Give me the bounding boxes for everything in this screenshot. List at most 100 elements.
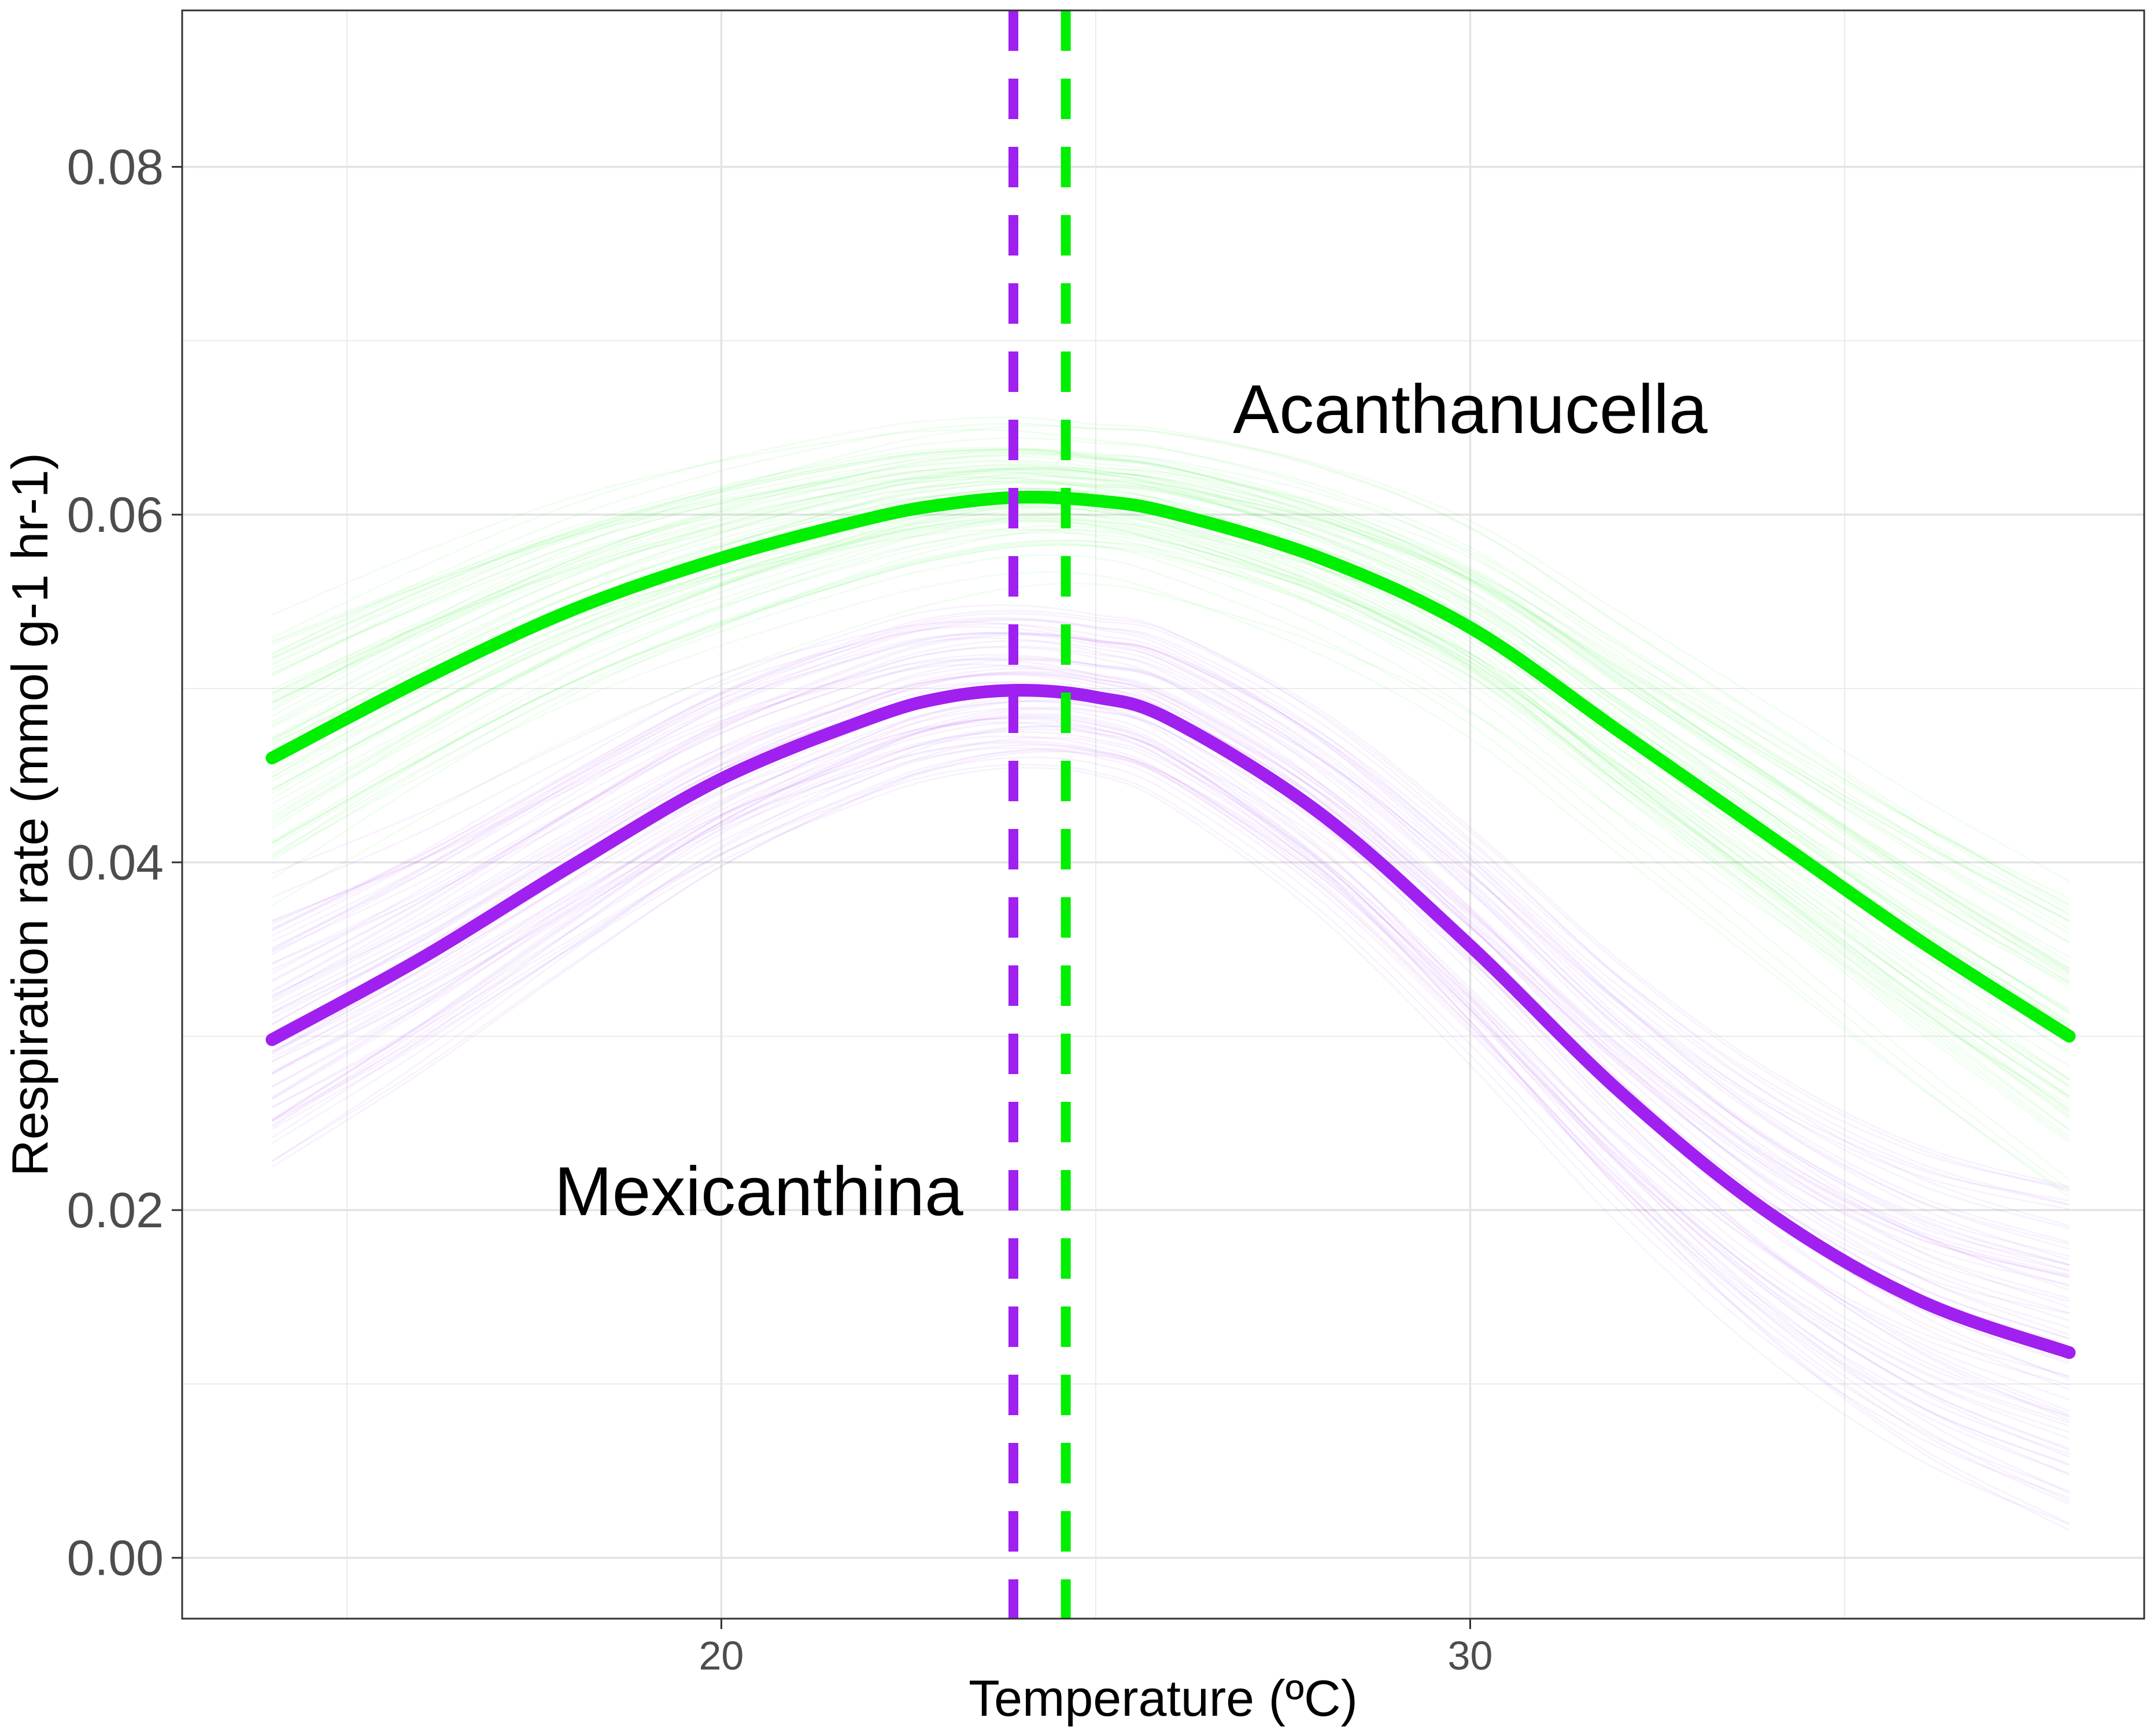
ensemble-line bbox=[271, 487, 2070, 1028]
ensemble-line bbox=[271, 713, 2070, 1502]
ensemble-line bbox=[271, 717, 2070, 1417]
ensemble-line bbox=[271, 472, 2070, 1014]
y-tick-label: 0.00 bbox=[67, 1531, 164, 1586]
ensemble-line bbox=[271, 467, 2070, 969]
ensemble-line bbox=[271, 604, 2070, 1227]
ensemble-line bbox=[271, 673, 2070, 1314]
y-tick-label: 0.08 bbox=[67, 140, 164, 195]
ensemble-line bbox=[271, 517, 2070, 985]
ensemble-line bbox=[271, 508, 2070, 1113]
ensemble-line bbox=[271, 681, 2070, 1276]
y-tick-label: 0.06 bbox=[67, 487, 164, 543]
ensemble-line bbox=[271, 693, 2070, 1401]
ensemble-line bbox=[271, 482, 2070, 1089]
ensemble-line bbox=[271, 455, 2070, 974]
ensemble-line bbox=[271, 721, 2070, 1440]
ensemble-line bbox=[271, 448, 2070, 980]
ensemble-line bbox=[271, 474, 2070, 934]
ensemble-line bbox=[271, 744, 2070, 1434]
ensemble-line bbox=[271, 658, 2070, 1202]
ensemble-line bbox=[271, 747, 2070, 1427]
ensemble-line bbox=[271, 506, 2070, 1141]
ensemble-line bbox=[271, 528, 2070, 1109]
ensemble-line bbox=[271, 764, 2070, 1499]
ensemble-line bbox=[271, 511, 2070, 1143]
ensemble-line bbox=[271, 416, 2070, 910]
ensemble-line bbox=[271, 446, 2070, 989]
ensemble-line bbox=[271, 634, 2070, 1230]
ensemble-line bbox=[271, 658, 2070, 1329]
ensemble-line bbox=[271, 525, 2070, 1115]
ensemble-line bbox=[271, 521, 2070, 1180]
ensemble-line bbox=[271, 645, 2070, 1265]
ensemble-line bbox=[271, 656, 2070, 1211]
ensemble-line bbox=[271, 699, 2070, 1494]
ensemble-line bbox=[271, 470, 2070, 983]
ensemble-line bbox=[271, 706, 2070, 1378]
ensemble-line bbox=[271, 468, 2070, 922]
ensemble-line bbox=[271, 617, 2070, 1206]
ensemble-line bbox=[271, 736, 2070, 1450]
ensemble-line bbox=[271, 528, 2070, 1044]
ensemble-line bbox=[271, 658, 2070, 1266]
series-line-acanthanucella bbox=[265, 490, 2076, 1043]
ensemble-line bbox=[271, 459, 2070, 963]
y-axis: 0.00 0.02 0.04 0.06 0.08 bbox=[67, 140, 182, 1586]
ensemble-line bbox=[271, 539, 2070, 1098]
ensemble-line bbox=[271, 468, 2070, 923]
ensemble-line bbox=[271, 531, 2070, 1067]
ensemble-line bbox=[271, 740, 2070, 1475]
ensemble-line bbox=[271, 482, 2070, 958]
ensemble-line bbox=[271, 673, 2070, 1412]
ensemble-line bbox=[271, 707, 2070, 1459]
ensemble-line bbox=[271, 476, 2070, 1012]
ensemble-line bbox=[271, 503, 2070, 1117]
ensemble-line bbox=[271, 571, 2070, 1195]
ensemble-line bbox=[271, 448, 2070, 969]
x-tick-label: 20 bbox=[699, 1633, 744, 1678]
plot-panel-border bbox=[181, 9, 2145, 1620]
ensemble-line bbox=[271, 513, 2070, 1138]
ensemble-line bbox=[271, 715, 2070, 1531]
series-line-mexicanthina bbox=[265, 684, 2076, 1359]
ensemble-line bbox=[271, 449, 2070, 972]
ensemble-line bbox=[271, 731, 2070, 1386]
ensemble-line bbox=[271, 450, 2070, 944]
ensemble-line bbox=[271, 452, 2070, 1032]
plot-panel-background bbox=[182, 10, 2144, 1619]
y-axis-title: Respiration rate (mmol g-1 hr-1) bbox=[1, 453, 58, 1176]
ensemble-line bbox=[271, 665, 2070, 1300]
ensemble-line bbox=[271, 749, 2070, 1378]
ensemble-line bbox=[271, 480, 2070, 921]
annotation-acanthanucella: Acanthanucella bbox=[1233, 371, 1708, 448]
x-tick-label: 30 bbox=[1448, 1633, 1493, 1678]
ensemble-line bbox=[271, 742, 2070, 1455]
ensemble-line bbox=[271, 467, 2070, 1081]
ensemble-line bbox=[271, 505, 2070, 1119]
ensemble-line bbox=[271, 612, 2070, 1191]
ensemble-line bbox=[271, 515, 2070, 1080]
ensemble-line bbox=[271, 464, 2070, 1015]
ensemble-line bbox=[271, 640, 2070, 1308]
ensemble-line bbox=[271, 479, 2070, 900]
ensemble-line bbox=[271, 632, 2070, 1246]
ensemble-line bbox=[271, 519, 2070, 1098]
ensemble-line bbox=[271, 654, 2070, 1257]
ensemble-line bbox=[271, 671, 2070, 1279]
ensemble-line bbox=[271, 540, 2070, 1027]
minor-gridlines bbox=[182, 10, 2144, 1619]
ensemble-line bbox=[271, 468, 2070, 978]
ensemble-line bbox=[271, 668, 2070, 1322]
ensemble-line bbox=[271, 554, 2070, 1198]
x-axis-title: Temperature (ºC) bbox=[969, 1670, 1358, 1727]
y-tick-label: 0.02 bbox=[67, 1183, 164, 1238]
ensemble-line bbox=[271, 625, 2070, 1287]
ensemble-line bbox=[271, 726, 2070, 1505]
ensemble-line bbox=[271, 429, 2070, 943]
ensemble-line bbox=[271, 701, 2070, 1277]
ensemble-line bbox=[271, 663, 2070, 1272]
ensemble-line bbox=[271, 631, 2070, 1206]
series-lines bbox=[265, 490, 2076, 1359]
ensemble-line bbox=[271, 448, 2070, 907]
ensemble-line bbox=[271, 621, 2070, 1272]
